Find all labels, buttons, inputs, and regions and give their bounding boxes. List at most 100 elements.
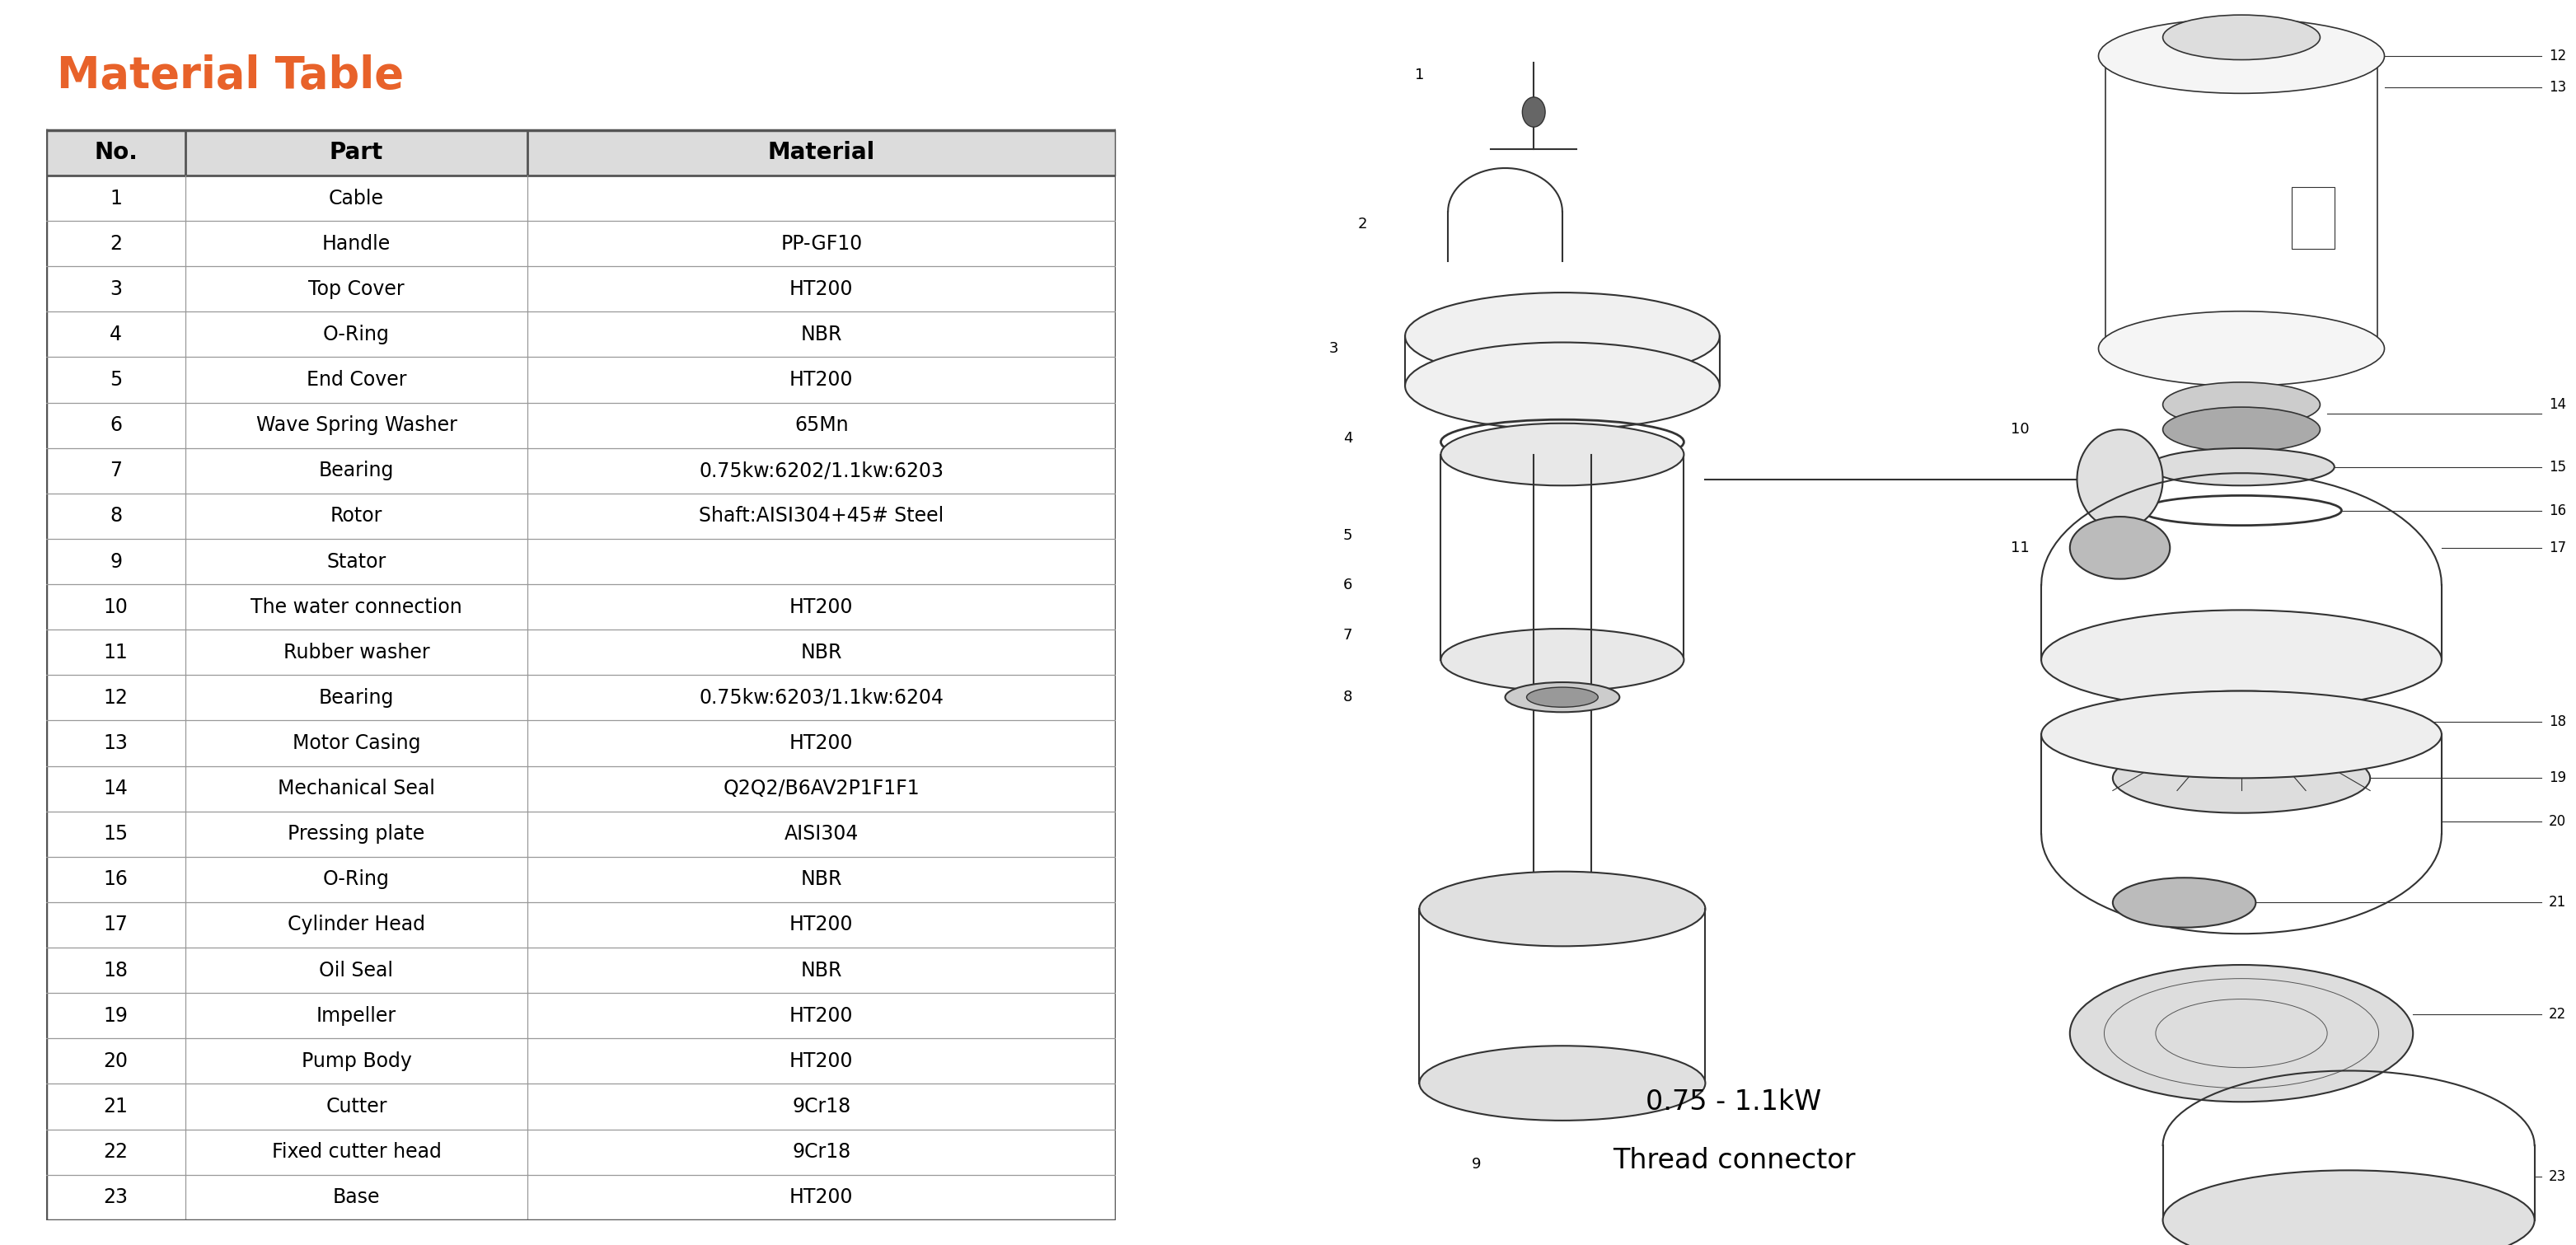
Text: 2: 2 bbox=[1358, 217, 1368, 232]
Text: Bearing: Bearing bbox=[319, 461, 394, 481]
Text: Cutter: Cutter bbox=[325, 1097, 386, 1117]
Text: NBR: NBR bbox=[801, 869, 842, 889]
Text: Part: Part bbox=[330, 141, 384, 164]
Text: 6: 6 bbox=[1342, 578, 1352, 593]
Text: 8: 8 bbox=[111, 507, 121, 527]
Text: 10: 10 bbox=[2009, 422, 2030, 437]
Text: NBR: NBR bbox=[801, 960, 842, 980]
Text: O-Ring: O-Ring bbox=[322, 325, 389, 345]
Text: No.: No. bbox=[95, 141, 137, 164]
Ellipse shape bbox=[1419, 872, 1705, 946]
Text: 20: 20 bbox=[103, 1051, 129, 1071]
Text: 20: 20 bbox=[2548, 814, 2566, 829]
Text: 15: 15 bbox=[103, 824, 129, 844]
Text: 21: 21 bbox=[103, 1097, 129, 1117]
Text: The water connection: The water connection bbox=[250, 598, 461, 616]
Ellipse shape bbox=[2112, 743, 2370, 813]
Text: Rubber washer: Rubber washer bbox=[283, 642, 430, 662]
Text: 23: 23 bbox=[2548, 1169, 2566, 1184]
Text: Stator: Stator bbox=[327, 552, 386, 571]
Ellipse shape bbox=[1440, 423, 1685, 486]
Bar bbox=[2293, 187, 2334, 249]
Text: Thread connector: Thread connector bbox=[1613, 1147, 1855, 1174]
Ellipse shape bbox=[2071, 517, 2169, 579]
Text: 12: 12 bbox=[2548, 49, 2566, 63]
Ellipse shape bbox=[1504, 682, 1620, 712]
Text: HT200: HT200 bbox=[788, 1006, 853, 1026]
Text: NBR: NBR bbox=[801, 642, 842, 662]
Text: 6: 6 bbox=[111, 416, 121, 436]
Text: Rotor: Rotor bbox=[330, 507, 381, 527]
Ellipse shape bbox=[2099, 19, 2385, 93]
Text: HT200: HT200 bbox=[788, 1051, 853, 1071]
Text: 17: 17 bbox=[2548, 540, 2566, 555]
Ellipse shape bbox=[2040, 610, 2442, 710]
Text: Mechanical Seal: Mechanical Seal bbox=[278, 778, 435, 798]
Text: 3: 3 bbox=[111, 279, 121, 299]
Text: Cylinder Head: Cylinder Head bbox=[289, 915, 425, 935]
Text: HT200: HT200 bbox=[788, 733, 853, 753]
Ellipse shape bbox=[2164, 382, 2321, 427]
Ellipse shape bbox=[2076, 430, 2164, 529]
Text: AISI304: AISI304 bbox=[783, 824, 858, 844]
Text: 14: 14 bbox=[103, 778, 129, 798]
Text: Material Table: Material Table bbox=[57, 55, 404, 97]
Text: Impeller: Impeller bbox=[317, 1006, 397, 1026]
Text: 19: 19 bbox=[2548, 771, 2566, 786]
Text: 23: 23 bbox=[103, 1188, 129, 1208]
Text: HT200: HT200 bbox=[788, 598, 853, 616]
Text: PP-GF10: PP-GF10 bbox=[781, 234, 863, 254]
Text: Pump Body: Pump Body bbox=[301, 1051, 412, 1071]
Text: HT200: HT200 bbox=[788, 915, 853, 935]
Text: 3: 3 bbox=[1329, 341, 1340, 356]
Text: 11: 11 bbox=[103, 642, 129, 662]
Text: 0.75kw:6203/1.1kw:6204: 0.75kw:6203/1.1kw:6204 bbox=[698, 688, 943, 707]
Text: 9: 9 bbox=[1471, 1157, 1481, 1172]
Ellipse shape bbox=[1419, 1046, 1705, 1120]
Ellipse shape bbox=[1404, 293, 1721, 380]
Ellipse shape bbox=[1404, 342, 1721, 430]
Text: 18: 18 bbox=[2548, 715, 2566, 730]
Text: 18: 18 bbox=[103, 960, 129, 980]
Text: 4: 4 bbox=[1342, 431, 1352, 446]
Ellipse shape bbox=[1528, 687, 1597, 707]
Text: 8: 8 bbox=[1342, 690, 1352, 705]
Text: Motor Casing: Motor Casing bbox=[291, 733, 420, 753]
Text: 9Cr18: 9Cr18 bbox=[791, 1097, 850, 1117]
Text: 15: 15 bbox=[2548, 459, 2566, 474]
Text: Top Cover: Top Cover bbox=[309, 279, 404, 299]
Ellipse shape bbox=[1440, 629, 1685, 691]
Text: Fixed cutter head: Fixed cutter head bbox=[270, 1142, 440, 1162]
Text: HT200: HT200 bbox=[788, 279, 853, 299]
Text: 1: 1 bbox=[1414, 67, 1425, 82]
Ellipse shape bbox=[2164, 1170, 2535, 1245]
Text: 14: 14 bbox=[2548, 397, 2566, 412]
Text: 4: 4 bbox=[111, 325, 121, 345]
Text: Material: Material bbox=[768, 141, 876, 164]
Text: Handle: Handle bbox=[322, 234, 392, 254]
Text: 9Cr18: 9Cr18 bbox=[791, 1142, 850, 1162]
Text: 7: 7 bbox=[1342, 627, 1352, 642]
Text: 5: 5 bbox=[1342, 528, 1352, 543]
Text: Q2Q2/B6AV2P1F1F1: Q2Q2/B6AV2P1F1F1 bbox=[724, 778, 920, 798]
Ellipse shape bbox=[2099, 691, 2385, 753]
Text: 65Mn: 65Mn bbox=[793, 416, 848, 436]
Text: 22: 22 bbox=[103, 1142, 129, 1162]
Text: 19: 19 bbox=[103, 1006, 129, 1026]
Text: 11: 11 bbox=[2009, 540, 2030, 555]
Text: HT200: HT200 bbox=[788, 1188, 853, 1208]
Text: 22: 22 bbox=[2548, 1007, 2566, 1022]
Text: 16: 16 bbox=[2548, 503, 2566, 518]
Text: Pressing plate: Pressing plate bbox=[289, 824, 425, 844]
Ellipse shape bbox=[2164, 407, 2321, 452]
Text: 17: 17 bbox=[103, 915, 129, 935]
Ellipse shape bbox=[2071, 965, 2414, 1102]
Text: Bearing: Bearing bbox=[319, 688, 394, 707]
Ellipse shape bbox=[2040, 691, 2442, 778]
Ellipse shape bbox=[2099, 311, 2385, 386]
Ellipse shape bbox=[2112, 878, 2257, 928]
Text: End Cover: End Cover bbox=[307, 370, 407, 390]
Text: Wave Spring Washer: Wave Spring Washer bbox=[255, 416, 456, 436]
Text: Oil Seal: Oil Seal bbox=[319, 960, 394, 980]
Text: HT200: HT200 bbox=[788, 370, 853, 390]
